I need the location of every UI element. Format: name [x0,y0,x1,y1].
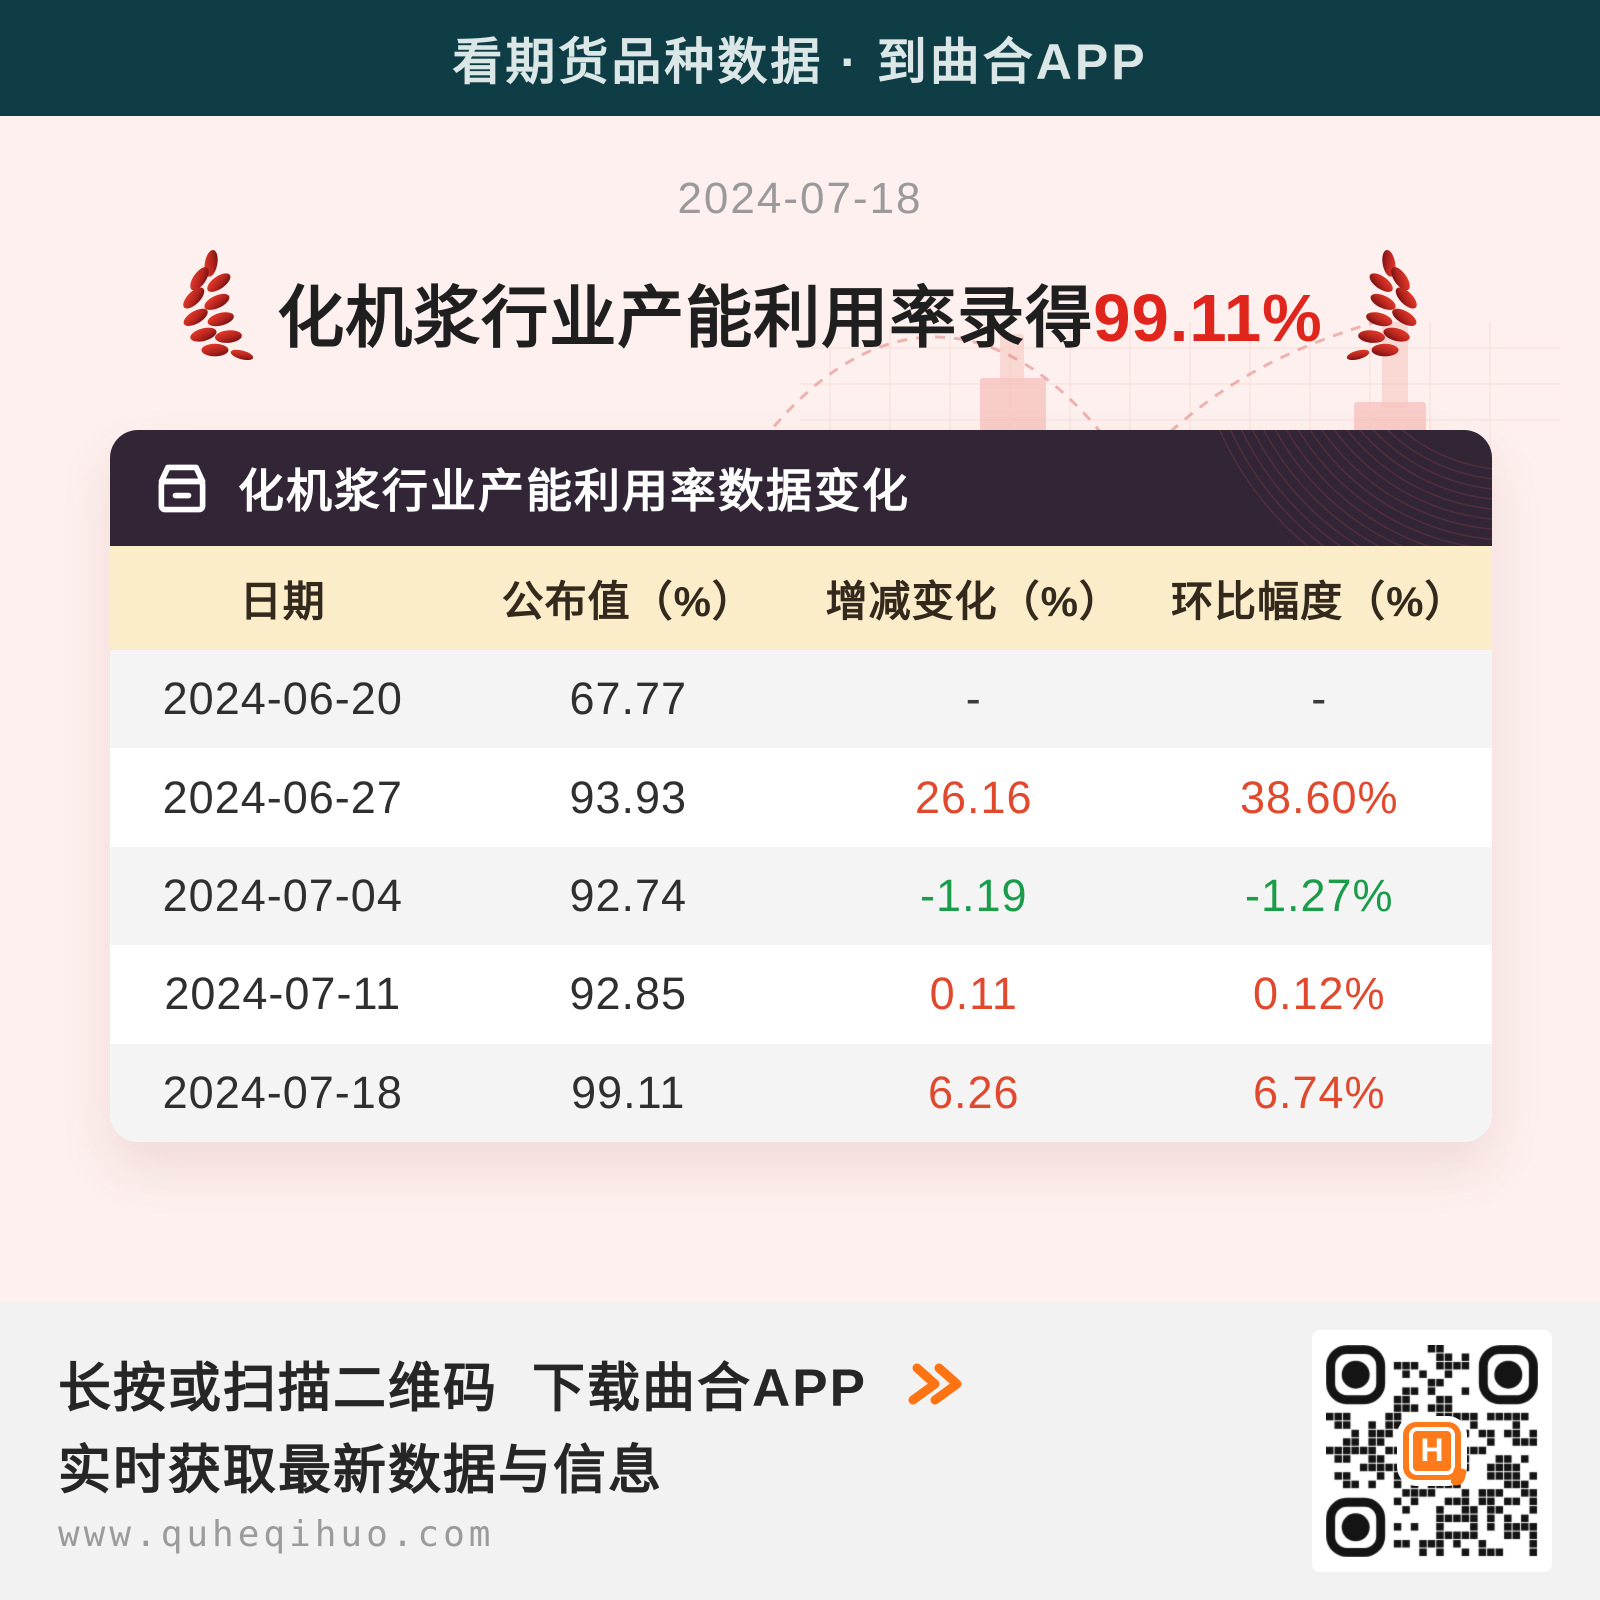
cell-ratio: - [1311,673,1328,725]
cell-date: 2024-07-04 [162,869,403,921]
data-card: 化机浆行业产能利用率数据变化 日期 公布值（%） 增减变化（%） 环比幅度（%）… [110,430,1492,1142]
cell-change: 0.11 [929,968,1018,1020]
cta-download-text: 下载曲合APP [532,1359,867,1418]
cell-date: 2024-06-27 [162,771,403,823]
cell-value: 92.74 [569,869,688,921]
cta-scan-text: 长按或扫描二维码 [58,1359,498,1418]
cell-date: 2024-06-20 [162,673,403,725]
cell-value: 67.77 [569,673,688,725]
qr-center-logo: H [1403,1422,1467,1488]
footer-subtitle: 实时获取最新数据与信息 [58,1441,663,1500]
headline-text: 化机浆行业产能利用率录得 [277,280,1094,356]
corner-arcs-decoration [1218,430,1492,546]
headline-value: 99.11% [1093,280,1323,356]
data-table: 日期 公布值（%） 增减变化（%） 环比幅度（%） 2024-06-20 67.… [110,546,1492,1142]
col-header-ratio: 环比幅度（%） [1146,546,1492,650]
cell-change: 26.16 [914,771,1033,823]
top-banner: 看期货品种数据 · 到曲合APP [0,0,1600,116]
cell-change: -1.19 [919,869,1028,921]
cta-line[interactable]: 长按或扫描二维码 下载曲合APP [58,1346,965,1422]
wheat-right-icon [1346,250,1417,361]
card-header: 化机浆行业产能利用率数据变化 [110,430,1492,546]
qr-panel[interactable]: H [1312,1330,1552,1572]
double-chevron-right-icon [908,1363,962,1405]
headline-title: 化机浆行业产能利用率录得99.11% [277,264,1323,361]
col-header-date: 日期 [110,546,456,650]
table-row: 2024-07-11 92.85 0.11 0.12% [110,945,1492,1044]
banner-title: 看期货品种数据 · 到曲合APP [452,34,1148,90]
cell-ratio: -1.27% [1244,869,1394,921]
table-row: 2024-06-27 93.93 26.16 38.60% [110,748,1492,847]
website-url: www.quheqihuo.com [58,1514,495,1555]
cell-date: 2024-07-11 [164,968,402,1020]
col-header-change: 增减变化（%） [801,546,1147,650]
cell-change: - [965,673,982,725]
table-row: 2024-07-18 99.11 6.26 6.74% [110,1043,1492,1142]
card-title: 化机浆行业产能利用率数据变化 [238,465,910,517]
cell-date: 2024-07-18 [162,1066,403,1118]
cell-change: 6.26 [927,1066,1020,1118]
cell-ratio: 38.60% [1239,771,1399,823]
cell-ratio: 6.74% [1252,1066,1386,1118]
table-row: 2024-07-04 92.74 -1.19 -1.27% [110,846,1492,946]
archive-box-icon [158,464,206,513]
headline-row: 化机浆行业产能利用率录得99.11% [0,250,1600,374]
cell-ratio: 0.12% [1252,968,1386,1020]
qr-logo-letter: H [1409,1427,1455,1475]
cell-value: 99.11 [571,1066,686,1118]
col-header-value: 公布值（%） [455,546,801,650]
table-header-row: 日期 公布值（%） 增减变化（%） 环比幅度（%） [110,546,1492,650]
hero-section: 2024-07-18 [0,116,1600,374]
footer-section: 长按或扫描二维码 下载曲合APP 实时获取最新数据与信息 www.quheqih… [0,1302,1600,1600]
cell-value: 93.93 [569,771,688,823]
cell-value: 92.85 [569,968,688,1020]
table-row: 2024-06-20 67.77 - - [110,650,1492,749]
wheat-left-icon [183,250,254,361]
report-date: 2024-07-18 [677,174,923,223]
qr-code[interactable]: H [1326,1345,1538,1557]
